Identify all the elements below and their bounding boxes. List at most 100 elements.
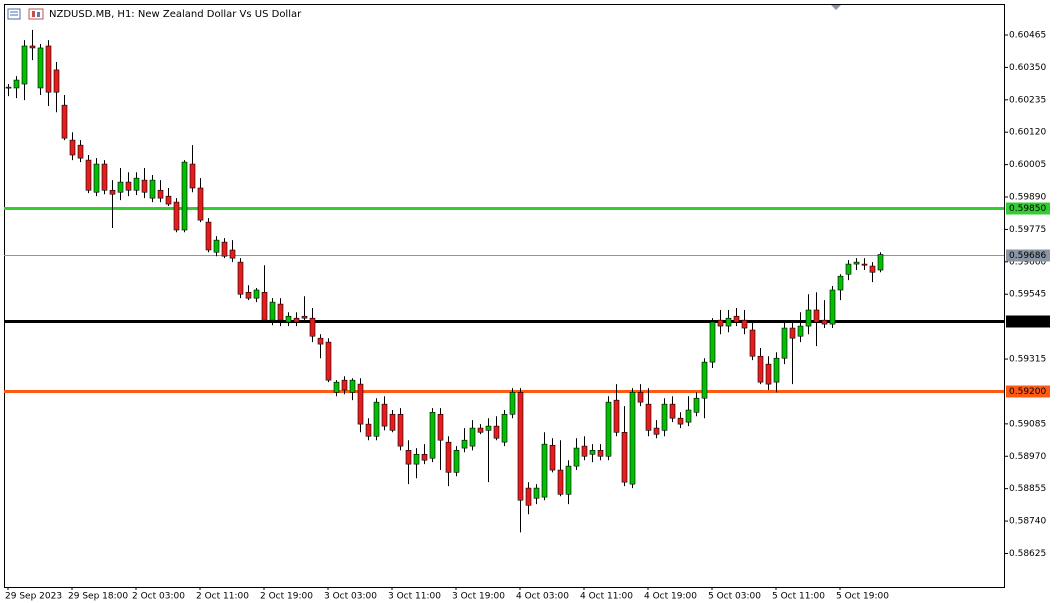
candle-body (533, 487, 540, 499)
candle-body (125, 181, 132, 191)
candle-body (53, 69, 60, 93)
candle-body (397, 413, 404, 447)
y-tick-label: 0.60005 (1009, 160, 1046, 170)
candle-body (725, 317, 732, 327)
candle-body (277, 303, 284, 321)
y-tick-label: 0.58855 (1009, 484, 1046, 494)
candle-body (173, 201, 180, 231)
x-tick-label: 3 Oct 11:00 (388, 592, 441, 602)
candle-body (837, 275, 844, 291)
candle-body (461, 439, 468, 449)
x-tick-label: 2 Oct 03:00 (132, 592, 185, 602)
candle-body (717, 319, 724, 327)
title-icons (7, 8, 44, 20)
candle-body (789, 327, 796, 339)
candle-body (517, 391, 524, 501)
candle-body (749, 329, 756, 357)
y-tick-label: 0.58740 (1009, 517, 1046, 527)
candle-body (149, 179, 156, 199)
icon-bar (37, 12, 40, 17)
candle-body (501, 413, 508, 443)
candle-body (381, 403, 388, 427)
candle-body (93, 163, 100, 193)
candle-body (85, 159, 92, 191)
candle-body (741, 319, 748, 329)
candle-body (189, 163, 196, 189)
y-tick-label: 0.59545 (1009, 290, 1046, 300)
candle-body (349, 379, 356, 393)
candle-body (269, 301, 276, 321)
level-label-box (1006, 202, 1050, 215)
candle-body (61, 104, 68, 139)
candle-body (117, 181, 124, 193)
candle-body (765, 363, 772, 385)
y-tick-label: 0.58625 (1009, 549, 1046, 559)
candle-body (677, 417, 684, 425)
candle-body (693, 397, 700, 413)
candle-body (29, 45, 36, 49)
y-tick-label: 0.60465 (1009, 30, 1046, 40)
candle-body (45, 45, 52, 93)
candle-body (525, 487, 532, 506)
candle-body (781, 327, 788, 359)
candle-body (485, 425, 492, 431)
candle-body (13, 79, 20, 89)
x-tick-label: 29 Sep 18:00 (68, 592, 128, 602)
candle-body (877, 254, 884, 271)
candle-body (237, 261, 244, 295)
x-tick-label: 3 Oct 03:00 (324, 592, 377, 602)
y-tick-label: 0.58970 (1009, 452, 1046, 462)
chart-title: NZDUSD.MB, H1: New Zealand Dollar Vs US … (49, 9, 302, 20)
candle-body (301, 315, 308, 319)
level-label: 0.59850 (1009, 204, 1046, 214)
candle-body (685, 409, 692, 423)
plot-frame (4, 4, 1005, 588)
candle-body (133, 177, 140, 191)
candle-body (805, 309, 812, 327)
level-label-box (1006, 249, 1050, 262)
candle-body (813, 309, 820, 323)
candle-body (669, 403, 676, 419)
candle-body (341, 379, 348, 391)
icon-window (7, 8, 21, 20)
candle-body (573, 447, 580, 467)
candle-body (245, 291, 252, 299)
candle-body (469, 427, 476, 447)
candle-body (357, 383, 364, 425)
icon-bar (32, 11, 35, 17)
candle-body (437, 413, 444, 441)
candle-body (413, 453, 420, 465)
y-tick-label: 0.59315 (1009, 355, 1046, 365)
candle-body (197, 187, 204, 221)
x-tick-label: 4 Oct 19:00 (644, 592, 697, 602)
shift-marker (831, 5, 841, 10)
x-tick-label: 4 Oct 11:00 (580, 592, 633, 602)
candle-body (549, 444, 556, 471)
icon-chart (28, 8, 44, 20)
candle-body (109, 189, 116, 195)
candle-body (429, 411, 436, 459)
candle-body (333, 381, 340, 393)
candle-body (493, 425, 500, 439)
y-tick-label: 0.60235 (1009, 95, 1046, 105)
candle-body (165, 195, 172, 205)
candle-body (629, 391, 636, 485)
candle-body (829, 289, 836, 325)
candle-body (157, 189, 164, 199)
candle-body (141, 179, 148, 193)
candle-body (477, 427, 484, 433)
candle-body (541, 443, 548, 498)
candle-body (613, 399, 620, 433)
candle-body (565, 465, 572, 495)
candle-body (317, 337, 324, 345)
x-tick-label: 2 Oct 19:00 (260, 592, 313, 602)
candle-body (509, 391, 516, 415)
candle-body (637, 391, 644, 403)
candle-body (661, 403, 668, 431)
candle-body (821, 319, 828, 325)
x-tick-label: 5 Oct 19:00 (836, 592, 889, 602)
candle-body (773, 357, 780, 383)
candle-body (557, 469, 564, 495)
candle-body (213, 239, 220, 253)
candle-body (373, 401, 380, 437)
